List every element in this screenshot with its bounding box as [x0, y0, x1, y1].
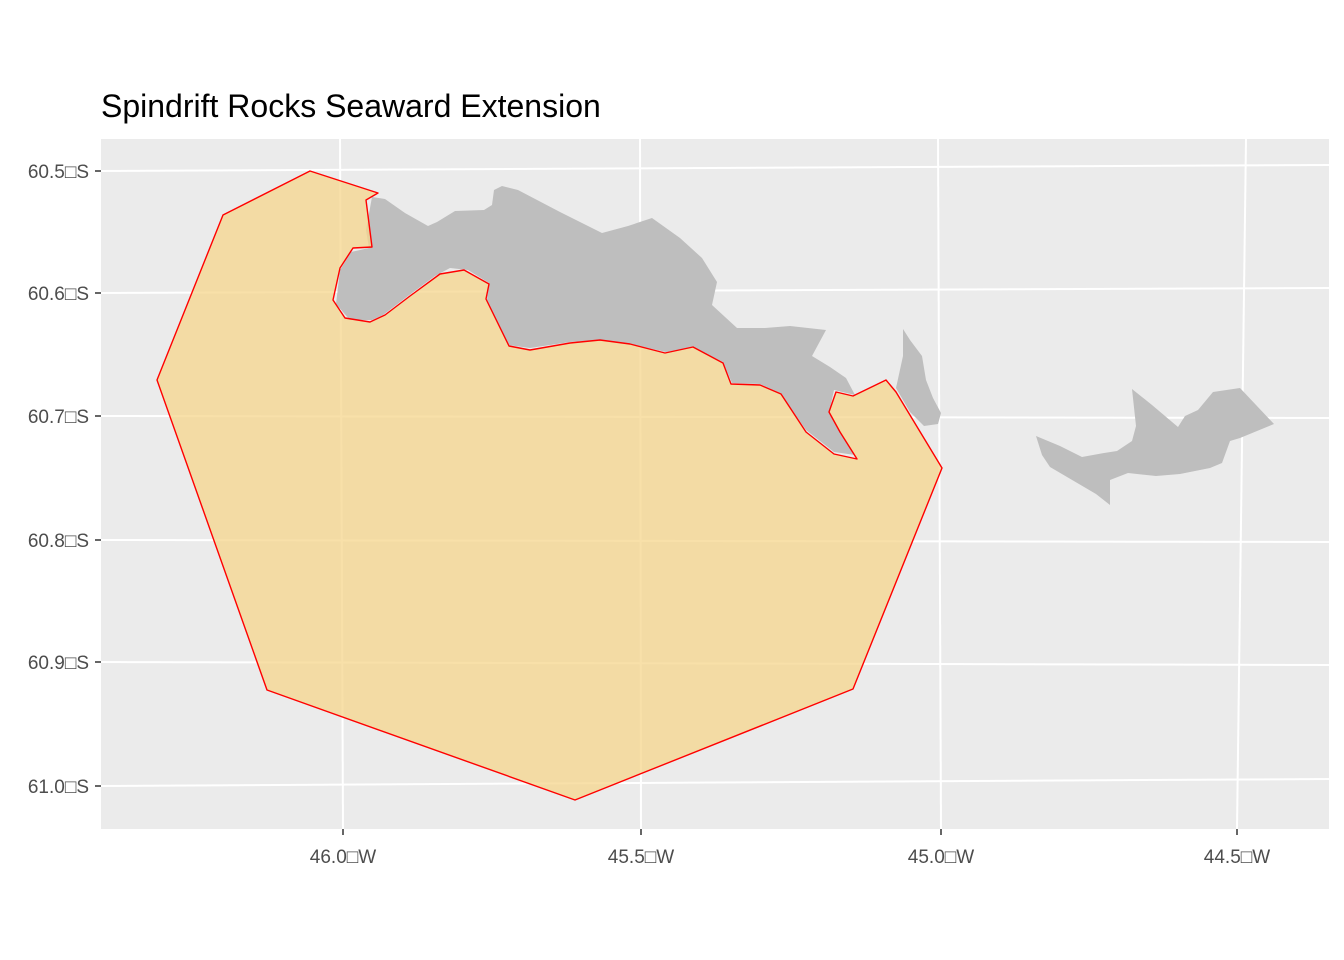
land-masses — [336, 186, 1274, 505]
graticule-lon-45-0 — [937, 138, 942, 830]
graticule-lat-61-0 — [100, 778, 1330, 787]
y-tick-label: 61.0□S — [28, 777, 89, 798]
map-title: Spindrift Rocks Seaward Extension — [101, 88, 601, 124]
y-tick-label: 60.6□S — [28, 284, 89, 305]
y-tick-label: 60.7□S — [28, 407, 89, 428]
x-tick-label: 45.0□W — [908, 847, 974, 868]
graticule-lon-44-5 — [1236, 138, 1247, 830]
east-peninsula — [896, 329, 941, 426]
main-island — [336, 186, 855, 455]
y-tick-label: 60.5□S — [28, 162, 89, 183]
x-axis: 46.0□W 45.5□W 45.0□W 44.5□W — [310, 829, 1270, 868]
y-tick-label: 60.8□S — [28, 531, 89, 552]
eastern-island — [1036, 388, 1274, 505]
graticule-lat-60-5 — [100, 164, 1330, 172]
y-tick-label: 60.9□S — [28, 653, 89, 674]
seaward-extension-polygon — [156, 170, 943, 801]
y-axis: 60.5□S 60.6□S 60.7□S 60.8□S 60.9□S 61.0□… — [28, 162, 101, 798]
x-tick-label: 45.5□W — [608, 847, 674, 868]
x-tick-label: 46.0□W — [310, 847, 376, 868]
x-tick-label: 44.5□W — [1204, 847, 1270, 868]
